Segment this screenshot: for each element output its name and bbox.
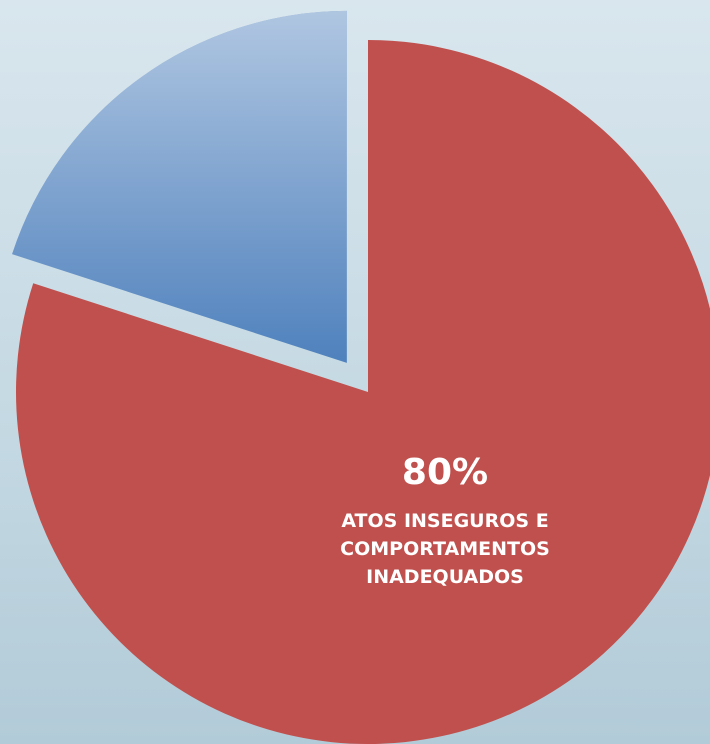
category-label: ATOS INSEGUROS E COMPORTAMENTOS INADEQUA… [340, 510, 550, 588]
pie-slice [16, 40, 710, 744]
slice-shine [12, 10, 347, 363]
value-label: 80% [401, 452, 489, 493]
